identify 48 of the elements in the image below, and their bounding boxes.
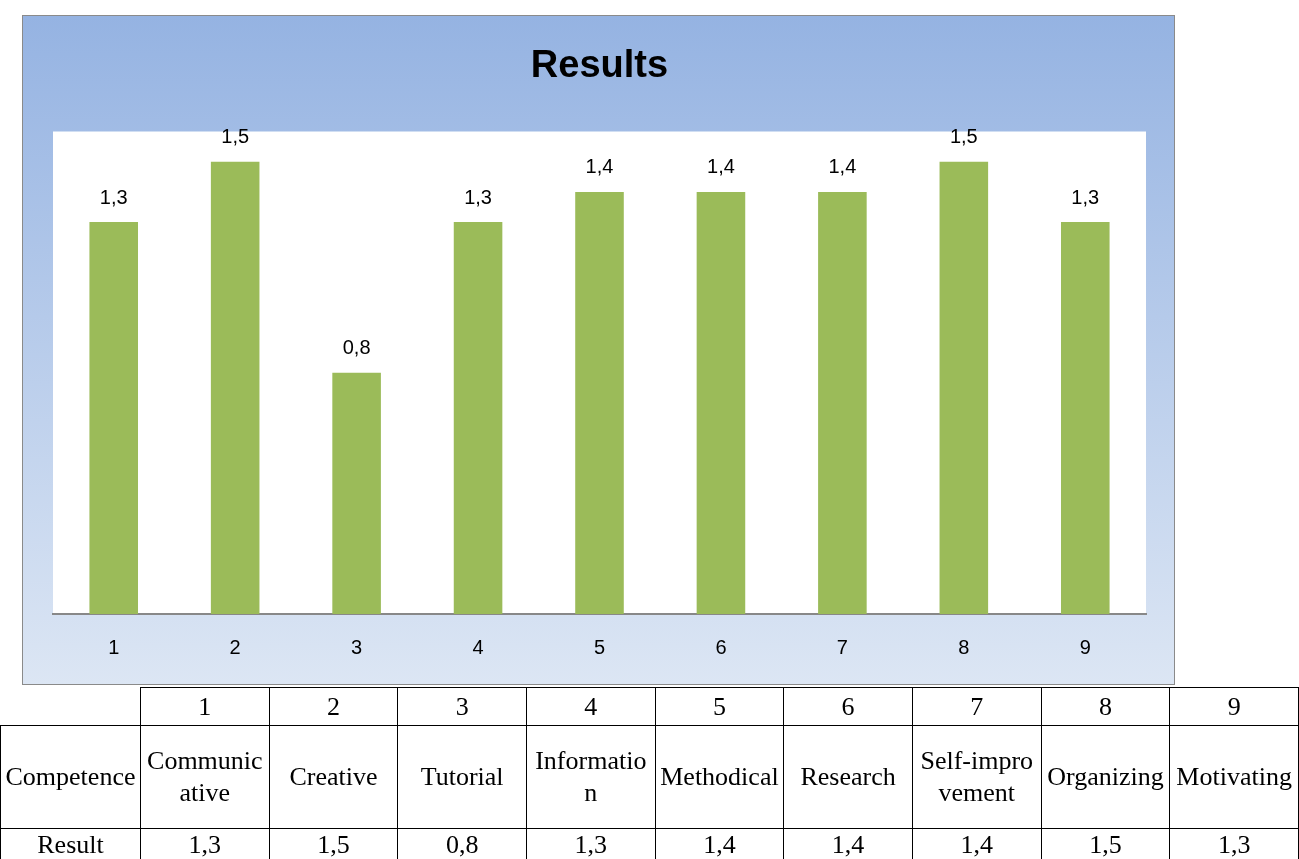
chart-title: Results <box>530 43 669 86</box>
category-label: 5 <box>712 691 726 721</box>
x-tick-label: 9 <box>1079 635 1091 658</box>
category-label: 6 <box>841 691 855 721</box>
text: Competence <box>0 725 141 829</box>
x-tick-label: 7 <box>836 635 848 658</box>
data-label: 1,5 <box>949 125 978 148</box>
text: Organizing <box>1041 725 1170 829</box>
x-tick-label: 3 <box>351 635 363 658</box>
category-label: 1 <box>198 691 212 721</box>
text: Creative <box>269 725 398 829</box>
x-tick-label: 5 <box>593 635 606 658</box>
x-tick-label: 4 <box>472 635 484 658</box>
text: 1,3 <box>574 830 608 859</box>
text: 1,5 <box>1089 830 1122 859</box>
x-tick-label: 1 <box>108 635 120 658</box>
text: Result <box>0 828 141 859</box>
x-tick-label: 2 <box>229 635 241 658</box>
text: Communicative <box>140 725 270 829</box>
text: 1,4 <box>960 830 994 859</box>
category-label: 8 <box>1098 691 1112 721</box>
category-label: 7 <box>970 691 984 721</box>
x-tick-label: 8 <box>958 635 970 658</box>
data-label: 1,3 <box>464 185 492 208</box>
text: 1,5 <box>317 830 350 859</box>
text: Self-improvement <box>912 725 1042 829</box>
data-label: 1,4 <box>585 155 614 178</box>
text: 0,8 <box>445 830 479 859</box>
text: 1,3 <box>1217 830 1251 859</box>
data-label: 1,4 <box>707 155 735 178</box>
text: Information <box>526 725 656 829</box>
text: 1,3 <box>188 830 222 859</box>
category-label: 9 <box>1227 691 1241 721</box>
text: 1,4 <box>703 830 736 859</box>
text: 1,4 <box>831 830 865 859</box>
x-tick-label: 6 <box>715 635 727 658</box>
data-label: 1,3 <box>1071 185 1100 208</box>
data-label: 1,5 <box>221 125 250 148</box>
data-label: 0,8 <box>342 336 371 359</box>
category-label: 3 <box>455 691 469 721</box>
data-label: 1,4 <box>828 155 857 178</box>
text: Motivating <box>1169 725 1299 829</box>
text: Methodical <box>655 725 784 829</box>
data-label: 1,3 <box>99 185 128 208</box>
category-label: 2 <box>326 691 340 721</box>
category-label: 4 <box>584 691 598 721</box>
text: Research <box>783 725 913 829</box>
text: Tutorial <box>397 725 527 829</box>
